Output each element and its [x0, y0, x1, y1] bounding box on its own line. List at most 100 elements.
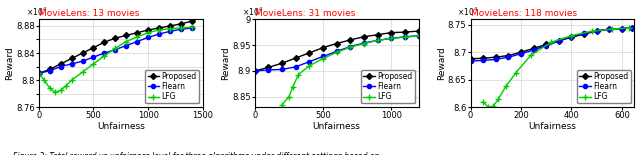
LFG — [62, 85, 70, 86]
Proposed — [122, 35, 130, 36]
Flearn — [374, 40, 381, 41]
Y-axis label: Reward: Reward — [221, 46, 230, 80]
Proposed — [346, 39, 354, 41]
Flearn — [292, 66, 300, 68]
X-axis label: Unfairness: Unfairness — [313, 122, 360, 131]
Flearn — [57, 66, 65, 68]
Flearn — [568, 36, 575, 38]
LFG — [166, 28, 174, 30]
Flearn — [401, 36, 409, 38]
Flearn — [35, 72, 43, 74]
X-axis label: Unfairness: Unfairness — [529, 122, 577, 131]
LFG — [100, 55, 108, 57]
Proposed — [479, 57, 487, 59]
LFG — [35, 72, 43, 74]
Flearn — [79, 60, 86, 62]
LFG — [346, 46, 354, 48]
Flearn — [100, 52, 108, 54]
LFG — [90, 63, 97, 65]
LFG — [333, 51, 340, 53]
Flearn — [264, 69, 272, 71]
Line: Proposed: Proposed — [253, 29, 420, 73]
Proposed — [111, 37, 119, 39]
LFG — [502, 85, 509, 87]
Flearn — [542, 45, 550, 46]
LFG — [547, 41, 555, 43]
Line: Proposed: Proposed — [468, 26, 634, 61]
Proposed — [387, 32, 395, 34]
Flearn — [346, 46, 354, 48]
Flearn — [504, 56, 512, 58]
Proposed — [319, 47, 327, 49]
LFG — [484, 106, 492, 108]
Proposed — [492, 56, 500, 58]
Proposed — [177, 23, 185, 25]
Proposed — [530, 47, 538, 49]
LFG — [40, 79, 48, 81]
Line: Flearn: Flearn — [253, 34, 420, 73]
LFG — [278, 104, 286, 106]
Proposed — [618, 28, 626, 29]
LFG — [133, 36, 141, 38]
Flearn — [177, 28, 185, 30]
Proposed — [79, 52, 86, 54]
LFG — [608, 28, 616, 30]
Proposed — [305, 52, 313, 54]
Proposed — [292, 57, 300, 59]
Flearn — [580, 33, 588, 34]
LFG — [527, 54, 535, 56]
Line: Flearn: Flearn — [468, 26, 634, 63]
Proposed — [504, 55, 512, 56]
Proposed — [144, 29, 152, 31]
Line: Proposed: Proposed — [36, 19, 194, 75]
Flearn — [387, 37, 395, 39]
Flearn — [415, 35, 422, 37]
Proposed — [46, 68, 54, 70]
LFG — [285, 96, 292, 98]
Flearn — [90, 56, 97, 58]
Proposed — [100, 41, 108, 43]
Proposed — [360, 36, 368, 38]
Proposed — [188, 20, 196, 22]
Flearn — [144, 37, 152, 38]
Proposed — [374, 34, 381, 36]
Flearn — [188, 27, 196, 29]
Proposed — [401, 31, 409, 33]
Flearn — [46, 70, 54, 72]
Flearn — [555, 40, 563, 42]
LFG — [294, 74, 302, 75]
LFG — [57, 89, 65, 91]
Text: $\times10^4$: $\times10^4$ — [242, 6, 263, 18]
Flearn — [628, 27, 636, 29]
Proposed — [542, 44, 550, 45]
Proposed — [155, 27, 163, 29]
Line: LFG: LFG — [279, 33, 421, 107]
LFG — [122, 41, 130, 42]
Flearn — [593, 30, 600, 32]
LFG — [360, 43, 368, 44]
Flearn — [530, 49, 538, 51]
Flearn — [605, 28, 613, 30]
Flearn — [333, 50, 340, 52]
Proposed — [517, 51, 525, 53]
Proposed — [133, 32, 141, 34]
Flearn — [251, 70, 259, 72]
LFG — [415, 35, 422, 37]
Flearn — [122, 45, 130, 46]
LFG — [479, 101, 487, 103]
LFG — [568, 35, 575, 37]
Text: MovieLens: 13 movies: MovieLens: 13 movies — [39, 9, 140, 18]
Text: MovieLens: 31 movies: MovieLens: 31 movies — [255, 9, 355, 18]
Proposed — [333, 43, 340, 44]
Flearn — [479, 60, 487, 61]
Proposed — [251, 70, 259, 72]
Proposed — [90, 47, 97, 49]
Flearn — [618, 28, 626, 29]
Text: $\times10^4$: $\times10^4$ — [26, 6, 47, 18]
Y-axis label: Reward: Reward — [6, 46, 15, 80]
LFG — [188, 26, 196, 28]
Flearn — [133, 41, 141, 42]
LFG — [144, 32, 152, 34]
LFG — [68, 79, 76, 81]
Flearn — [517, 53, 525, 55]
